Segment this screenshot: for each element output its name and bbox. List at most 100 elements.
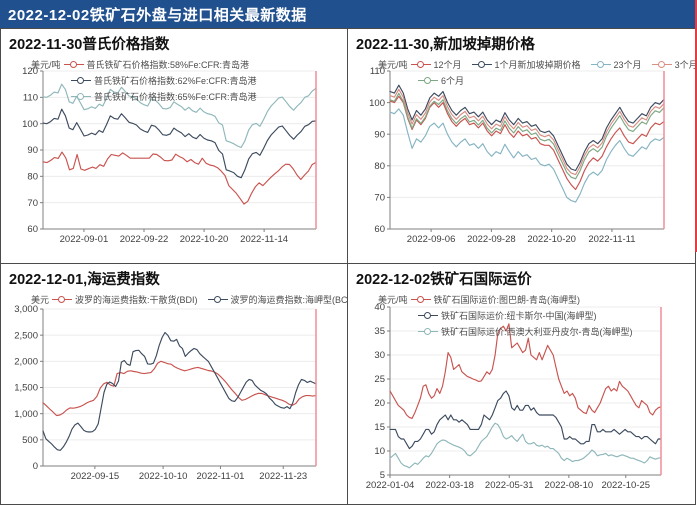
panel-title: 2022-11-30普氏价格指数 <box>9 37 170 53</box>
series-line <box>42 108 317 179</box>
line-chart-freight: 0 500 1,000 1,500 2,000 2,500 3,000 2022-09-15 2… <box>14 304 317 482</box>
legend-row: 普氏铁矿石价格指数:65%Fe:CFR:青岛港 <box>31 88 267 104</box>
legend-label: 铁矿石国际运价:纽卡斯尔-中国(海岬型) <box>441 310 597 321</box>
legend-marker-icon <box>590 59 611 69</box>
legend: 美元/吨 普氏铁矿石价格指数:58%Fe:CFR:青岛港普氏铁矿石价格指数:62%… <box>31 56 267 104</box>
legend-row: 美元 波罗的海运费指数:干散货(BDI) 波罗的海运费指数:海岬型(BCI) <box>31 291 347 307</box>
legend-label: 3个月 <box>674 59 695 70</box>
y-tick-label: 30 <box>374 350 385 361</box>
y-tick-label: 110 <box>370 66 385 77</box>
series-line <box>42 360 317 417</box>
y-axis-unit-label: 美元/吨 <box>378 59 408 70</box>
legend-marker-icon <box>651 59 672 69</box>
y-tick-label: 10 <box>374 446 385 457</box>
legend-marker-icon <box>71 75 91 85</box>
series-line <box>389 108 665 203</box>
panel-title: 2022-12-01,海运费指数 <box>9 272 160 288</box>
legend-label: 6个月 <box>441 75 465 86</box>
y-tick-label: 70 <box>374 193 385 204</box>
y-tick-label: 80 <box>374 161 385 172</box>
x-tick-label: 2022-08-10 <box>545 480 594 491</box>
x-tick-label: 2022-11-23 <box>259 471 307 482</box>
y-tick-label: 60 <box>374 224 385 235</box>
panel-freight-index: 2022-12-01,海运费指数 美元 波罗的海运费指数:干散货(BDI) 波罗的海… <box>1 264 347 504</box>
legend-label: 12个月 <box>433 59 462 70</box>
legend-label: 铁矿石国际运价:西澳大利亚丹皮尔-青岛(海岬型) <box>441 326 633 337</box>
panel-title: 2022-11-30,新加坡掉期价格 <box>356 37 535 53</box>
series-line <box>42 151 317 205</box>
line-chart-shipping-price: 5 10 15 20 25 30 35 40 2022-01-04 2022-03-18 2022-… <box>366 302 662 491</box>
legend-item: 普氏铁矿石价格指数:58%Fe:CFR:青岛港 <box>63 58 250 71</box>
legend-marker-icon <box>418 310 438 320</box>
legend: 美元 波罗的海运费指数:干散货(BDI) 波罗的海运费指数:海岬型(BCI) <box>31 291 347 307</box>
y-tick-label: 1,500 <box>14 383 38 394</box>
legend-item: 铁矿石国际运价:纽卡斯尔-中国(海岬型) <box>418 309 597 322</box>
series-line <box>42 83 317 148</box>
y-tick-label: 90 <box>27 145 38 156</box>
legend-row: 铁矿石国际运价:纽卡斯尔-中国(海岬型) <box>378 307 643 323</box>
legend: 美元/吨 12个月 1个月新加坡掉期价格 23个月 3个月 6个月 <box>378 56 695 88</box>
legend-marker-icon <box>63 59 84 69</box>
y-tick-label: 100 <box>369 98 385 109</box>
legend-item: 1个月新加坡掉期价格 <box>471 58 581 71</box>
legend-marker-icon <box>410 59 431 69</box>
y-tick-label: 1,000 <box>14 409 38 420</box>
legend-row: 6个月 <box>378 72 695 88</box>
legend-label: 普氏铁矿石价格指数:65%Fe:CFR:青岛港 <box>94 91 257 102</box>
y-tick-label: 120 <box>22 66 38 77</box>
legend-item: 铁矿石国际运价:西澳大利亚丹皮尔-青岛(海岬型) <box>418 325 633 338</box>
legend-label: 普氏铁矿石价格指数:58%Fe:CFR:青岛港 <box>86 59 250 70</box>
panel-singapore-swap-price: 2022-11-30,新加坡掉期价格 美元/吨 12个月 1个月新加坡掉期价格 23个… <box>348 29 695 263</box>
y-tick-label: 110 <box>23 93 38 104</box>
legend-item: 铁矿石国际运价:图巴朗-青岛(海岬型) <box>410 293 581 306</box>
line-chart-platts: 60 70 80 90 100 110 120 2022-09-01 2022-09-22 202… <box>22 66 317 245</box>
legend-label: 波罗的海运费指数:干散货(BDI) <box>75 294 198 305</box>
accent-marker-line <box>695 0 697 252</box>
title-bar: 2022-12-02铁矿石外盘与进口相关最新数据 <box>0 0 696 28</box>
y-tick-label: 2,000 <box>14 357 38 368</box>
y-tick-label: 100 <box>22 119 38 130</box>
legend-marker-icon <box>471 59 492 69</box>
legend-item: 普氏铁矿石价格指数:65%Fe:CFR:青岛港 <box>71 90 257 103</box>
legend-item: 波罗的海运费指数:海岬型(BCI) <box>207 293 347 306</box>
legend-marker-icon <box>410 294 431 304</box>
x-tick-label: 2022-11-01 <box>197 471 245 482</box>
x-tick-label: 2022-01-04 <box>366 480 415 491</box>
legend-row: 铁矿石国际运价:西澳大利亚丹皮尔-青岛(海岬型) <box>378 323 643 339</box>
legend-item: 23个月 <box>590 58 642 71</box>
legend-marker-icon <box>71 91 91 101</box>
legend-item: 普氏铁矿石价格指数:62%Fe:CFR:青岛港 <box>71 74 257 87</box>
y-tick-label: 15 <box>374 422 385 433</box>
x-tick-label: 2022-10-10 <box>139 471 188 482</box>
x-tick-label: 2022-11-14 <box>240 234 288 245</box>
legend-marker-icon <box>52 294 73 304</box>
series-line <box>389 84 665 172</box>
legend-row: 美元/吨 普氏铁矿石价格指数:58%Fe:CFR:青岛港 <box>31 56 267 72</box>
series-line <box>42 331 317 451</box>
y-tick-label: 3,000 <box>14 304 38 315</box>
y-axis-unit-label: 美元 <box>31 294 50 305</box>
x-tick-label: 2022-09-15 <box>71 471 120 482</box>
y-axis-unit-label: 美元/吨 <box>378 294 408 305</box>
y-tick-label: 500 <box>22 435 38 446</box>
page-title: 2022-12-02铁矿石外盘与进口相关最新数据 <box>8 6 307 24</box>
series-line <box>389 88 665 176</box>
x-tick-label: 2022-11-11 <box>588 234 635 245</box>
chart-grid: 2022-11-30普氏价格指数 美元/吨 普氏铁矿石价格指数:58%Fe:CFR… <box>0 28 696 505</box>
series-line <box>389 390 662 450</box>
legend-marker-icon <box>418 75 438 85</box>
y-tick-label: 35 <box>374 326 385 337</box>
legend-label: 波罗的海运费指数:海岬型(BCI) <box>230 294 347 305</box>
y-tick-label: 90 <box>374 129 385 140</box>
y-tick-label: 40 <box>374 302 385 313</box>
y-tick-label: 60 <box>27 224 38 235</box>
legend-label: 铁矿石国际运价:图巴朗-青岛(海岬型) <box>433 294 581 305</box>
legend-item: 波罗的海运费指数:干散货(BDI) <box>52 293 198 306</box>
panel-platts-price-index: 2022-11-30普氏价格指数 美元/吨 普氏铁矿石价格指数:58%Fe:CFR… <box>1 29 347 263</box>
legend-label: 1个月新加坡掉期价格 <box>494 59 581 70</box>
x-tick-label: 2022-09-28 <box>467 234 516 245</box>
x-tick-label: 2022-10-20 <box>527 234 576 245</box>
x-tick-label: 2022-05-31 <box>485 480 534 491</box>
panel-title: 2022-12-02铁矿石国际运价 <box>356 272 532 288</box>
